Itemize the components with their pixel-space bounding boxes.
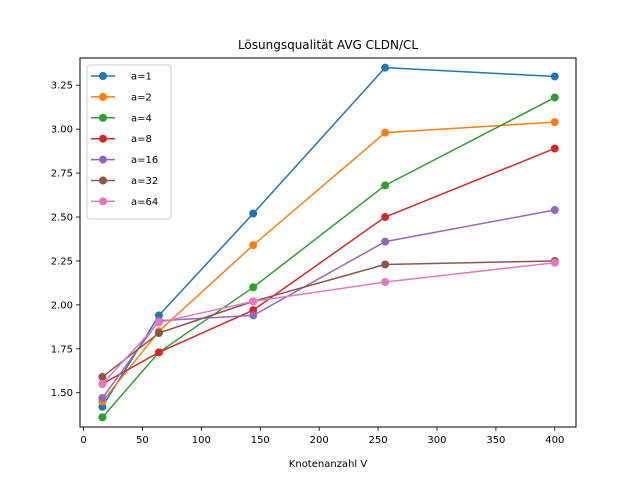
legend-label: a=32 <box>131 176 158 187</box>
chart-title: Lösungsqualität AVG CLDN/CL <box>238 38 418 52</box>
data-point <box>154 348 163 357</box>
y-tick-label: 2.25 <box>51 256 73 267</box>
x-tick-label: 100 <box>192 435 211 446</box>
data-point <box>550 72 559 81</box>
legend-item: a=4 <box>91 113 152 124</box>
y-tick-label: 1.50 <box>51 388 73 399</box>
legend-marker <box>99 72 107 80</box>
legend-item: a=32 <box>91 176 158 187</box>
x-axis-label: Knotenanzahl V <box>289 459 368 470</box>
data-point <box>98 413 107 422</box>
legend-item: a=64 <box>91 197 158 208</box>
data-point <box>550 118 559 127</box>
x-tick-label: 0 <box>80 435 86 446</box>
plot-area <box>79 57 577 428</box>
series-a=64 <box>98 258 559 388</box>
series-layer <box>98 63 559 422</box>
legend-item: a=8 <box>91 134 152 145</box>
legend-label: a=8 <box>131 134 152 145</box>
data-point <box>154 318 163 327</box>
legend-marker <box>99 92 107 101</box>
x-tick-label: 200 <box>310 435 329 446</box>
x-axis: 0 50 100 150 200 250 300 350 400 <box>80 427 564 446</box>
y-tick-label: 2.75 <box>51 169 73 180</box>
data-point <box>249 311 258 320</box>
legend-item: a=1 <box>91 72 152 83</box>
series-a=32 <box>98 256 559 381</box>
y-tick-label: 2.50 <box>51 213 73 224</box>
series-a=16 <box>98 205 559 403</box>
data-point <box>550 258 559 267</box>
x-tick-label: 50 <box>136 435 149 446</box>
data-point <box>98 372 107 381</box>
data-point <box>550 93 559 102</box>
y-tick-label: 3.25 <box>51 81 73 92</box>
x-tick-label: 150 <box>251 435 270 446</box>
legend: a=1 a=2 a=4 a=8 a=16 a=32 a=64 <box>86 64 172 220</box>
x-tick-label: 350 <box>486 435 505 446</box>
data-point <box>381 213 390 222</box>
data-point <box>381 181 390 190</box>
legend-label: a=1 <box>131 72 152 83</box>
x-tick-label: 400 <box>545 435 564 446</box>
data-point <box>249 241 258 250</box>
legend-marker <box>99 197 107 206</box>
legend-marker <box>99 176 107 185</box>
data-point <box>381 63 390 72</box>
x-tick-label: 300 <box>427 435 446 446</box>
data-point <box>381 278 390 287</box>
legend-label: a=16 <box>131 155 158 166</box>
legend-marker <box>99 134 107 143</box>
legend-item: a=16 <box>91 155 158 166</box>
data-point <box>381 260 390 269</box>
legend-item: a=2 <box>91 92 152 103</box>
series-line <box>101 260 555 378</box>
x-tick-label: 250 <box>369 435 388 446</box>
data-point <box>249 297 258 306</box>
legend-marker <box>99 155 107 164</box>
data-point <box>249 283 258 292</box>
legend-box <box>86 64 172 220</box>
data-point <box>154 328 163 337</box>
y-tick-label: 1.75 <box>51 344 73 355</box>
data-point <box>550 144 559 153</box>
y-tick-label: 3.00 <box>51 125 73 136</box>
legend-marker <box>99 113 107 122</box>
data-point <box>249 209 258 218</box>
data-point <box>550 205 559 214</box>
data-point <box>381 128 390 137</box>
y-axis: 1.50 1.75 2.00 2.25 2.50 2.75 3.00 3.25 <box>51 81 80 399</box>
legend-label: a=2 <box>131 92 152 103</box>
legend-label: a=64 <box>131 197 158 208</box>
data-point <box>98 394 107 403</box>
data-point <box>98 379 107 388</box>
legend-label: a=4 <box>131 113 152 124</box>
data-point <box>381 237 390 246</box>
y-tick-label: 2.00 <box>51 300 73 311</box>
